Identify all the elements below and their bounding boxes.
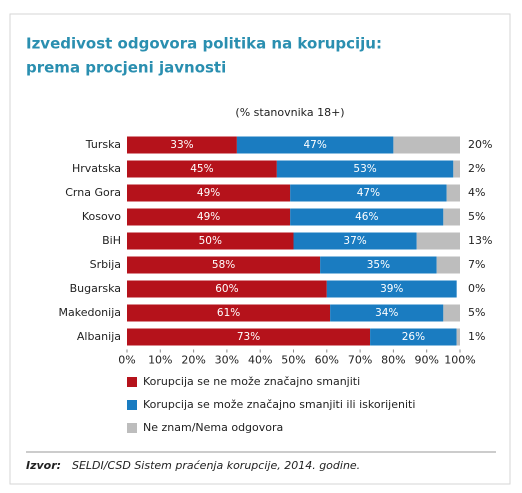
- y-tick-label: Srbija: [90, 258, 121, 271]
- bar-segment: [443, 208, 460, 226]
- bar-segment: [127, 304, 331, 322]
- bar-segment: [290, 208, 444, 226]
- bar-segment: [293, 232, 417, 250]
- x-tick-label: 100%: [444, 354, 475, 367]
- value-label: 4%: [468, 186, 485, 199]
- x-tick-label: 80%: [381, 354, 405, 367]
- value-label: 35%: [367, 259, 390, 271]
- value-label: 73%: [237, 331, 260, 343]
- value-label: 7%: [468, 258, 485, 271]
- x-tick-label: 20%: [181, 354, 205, 367]
- value-label: 0%: [468, 282, 485, 295]
- value-label: 13%: [468, 234, 492, 247]
- bar-segment: [436, 256, 460, 274]
- value-label: 34%: [375, 307, 398, 319]
- bar-segment: [320, 256, 437, 274]
- bar-segment: [453, 160, 460, 178]
- subtitle: (% stanovnika 18+): [235, 106, 344, 119]
- legend-swatch: [127, 377, 137, 387]
- bar-segment: [290, 184, 447, 202]
- bar-segment: [276, 160, 454, 178]
- legend-swatch: [127, 400, 137, 410]
- bar-segment: [236, 136, 394, 154]
- y-tick-label: Hrvatska: [72, 162, 121, 175]
- value-label: 49%: [197, 211, 220, 223]
- bar-segment: [416, 232, 460, 250]
- y-tick-label: Bugarska: [70, 282, 121, 295]
- legend-label: Korupcija se ne može značajno smanjiti: [143, 375, 360, 388]
- x-tick-label: 50%: [281, 354, 305, 367]
- value-label: 5%: [468, 210, 485, 223]
- bar-segment: [127, 328, 371, 346]
- x-tick-label: 90%: [414, 354, 438, 367]
- value-label: 5%: [468, 306, 485, 319]
- chart-title: Izvedivost odgovora politika na korupcij…: [26, 35, 382, 53]
- bar-segment: [127, 136, 237, 154]
- value-label: 47%: [357, 187, 380, 199]
- value-label: 47%: [303, 139, 326, 151]
- x-tick-label: 60%: [315, 354, 339, 367]
- value-label: 61%: [217, 307, 240, 319]
- bar-segment: [127, 280, 327, 298]
- bar-segment: [127, 256, 321, 274]
- value-label: 50%: [199, 235, 222, 247]
- x-tick-label: 40%: [248, 354, 272, 367]
- value-label: 60%: [215, 283, 238, 295]
- x-tick-label: 70%: [348, 354, 372, 367]
- x-tick-label: 30%: [215, 354, 239, 367]
- bar-segment: [446, 184, 460, 202]
- y-tick-label: BiH: [102, 234, 121, 247]
- bar-segment: [456, 328, 460, 346]
- bar-segment: [127, 160, 277, 178]
- y-tick-label: Kosovo: [82, 210, 121, 223]
- bar-segment: [370, 328, 457, 346]
- bar-segment: [443, 304, 460, 322]
- bar-segment: [127, 184, 291, 202]
- x-tick-label: 0%: [118, 354, 135, 367]
- source: SELDI/CSD Sistem praćenja korupcije, 201…: [72, 459, 360, 472]
- y-tick-label: Albanija: [77, 330, 121, 343]
- value-label: 39%: [380, 283, 403, 295]
- value-label: 20%: [468, 138, 492, 151]
- chart-title: prema procjeni javnosti: [26, 59, 226, 77]
- value-label: 26%: [402, 331, 425, 343]
- legend-swatch: [127, 423, 137, 433]
- value-label: 45%: [190, 163, 213, 175]
- value-label: 2%: [468, 162, 485, 175]
- bar-segment: [127, 232, 294, 250]
- y-tick-label: Makedonija: [58, 306, 121, 319]
- legend-label: Ne znam/Nema odgovora: [143, 421, 283, 434]
- value-label: 46%: [355, 211, 378, 223]
- y-tick-label: Crna Gora: [65, 186, 121, 199]
- bar-segment: [127, 208, 291, 226]
- source-label: Izvor:: [26, 459, 61, 472]
- bar-segment: [330, 304, 444, 322]
- value-label: 37%: [343, 235, 366, 247]
- x-tick-label: 10%: [148, 354, 172, 367]
- bar-segment: [393, 136, 460, 154]
- y-tick-label: Turska: [85, 138, 121, 151]
- value-label: 49%: [197, 187, 220, 199]
- bar-segment: [326, 280, 457, 298]
- frame: [9, 13, 511, 485]
- value-label: 58%: [212, 259, 235, 271]
- value-label: 33%: [170, 139, 193, 151]
- legend-label: Korupcija se može značajno smanjiti ili …: [143, 398, 415, 411]
- value-label: 1%: [468, 330, 485, 343]
- value-label: 53%: [353, 163, 376, 175]
